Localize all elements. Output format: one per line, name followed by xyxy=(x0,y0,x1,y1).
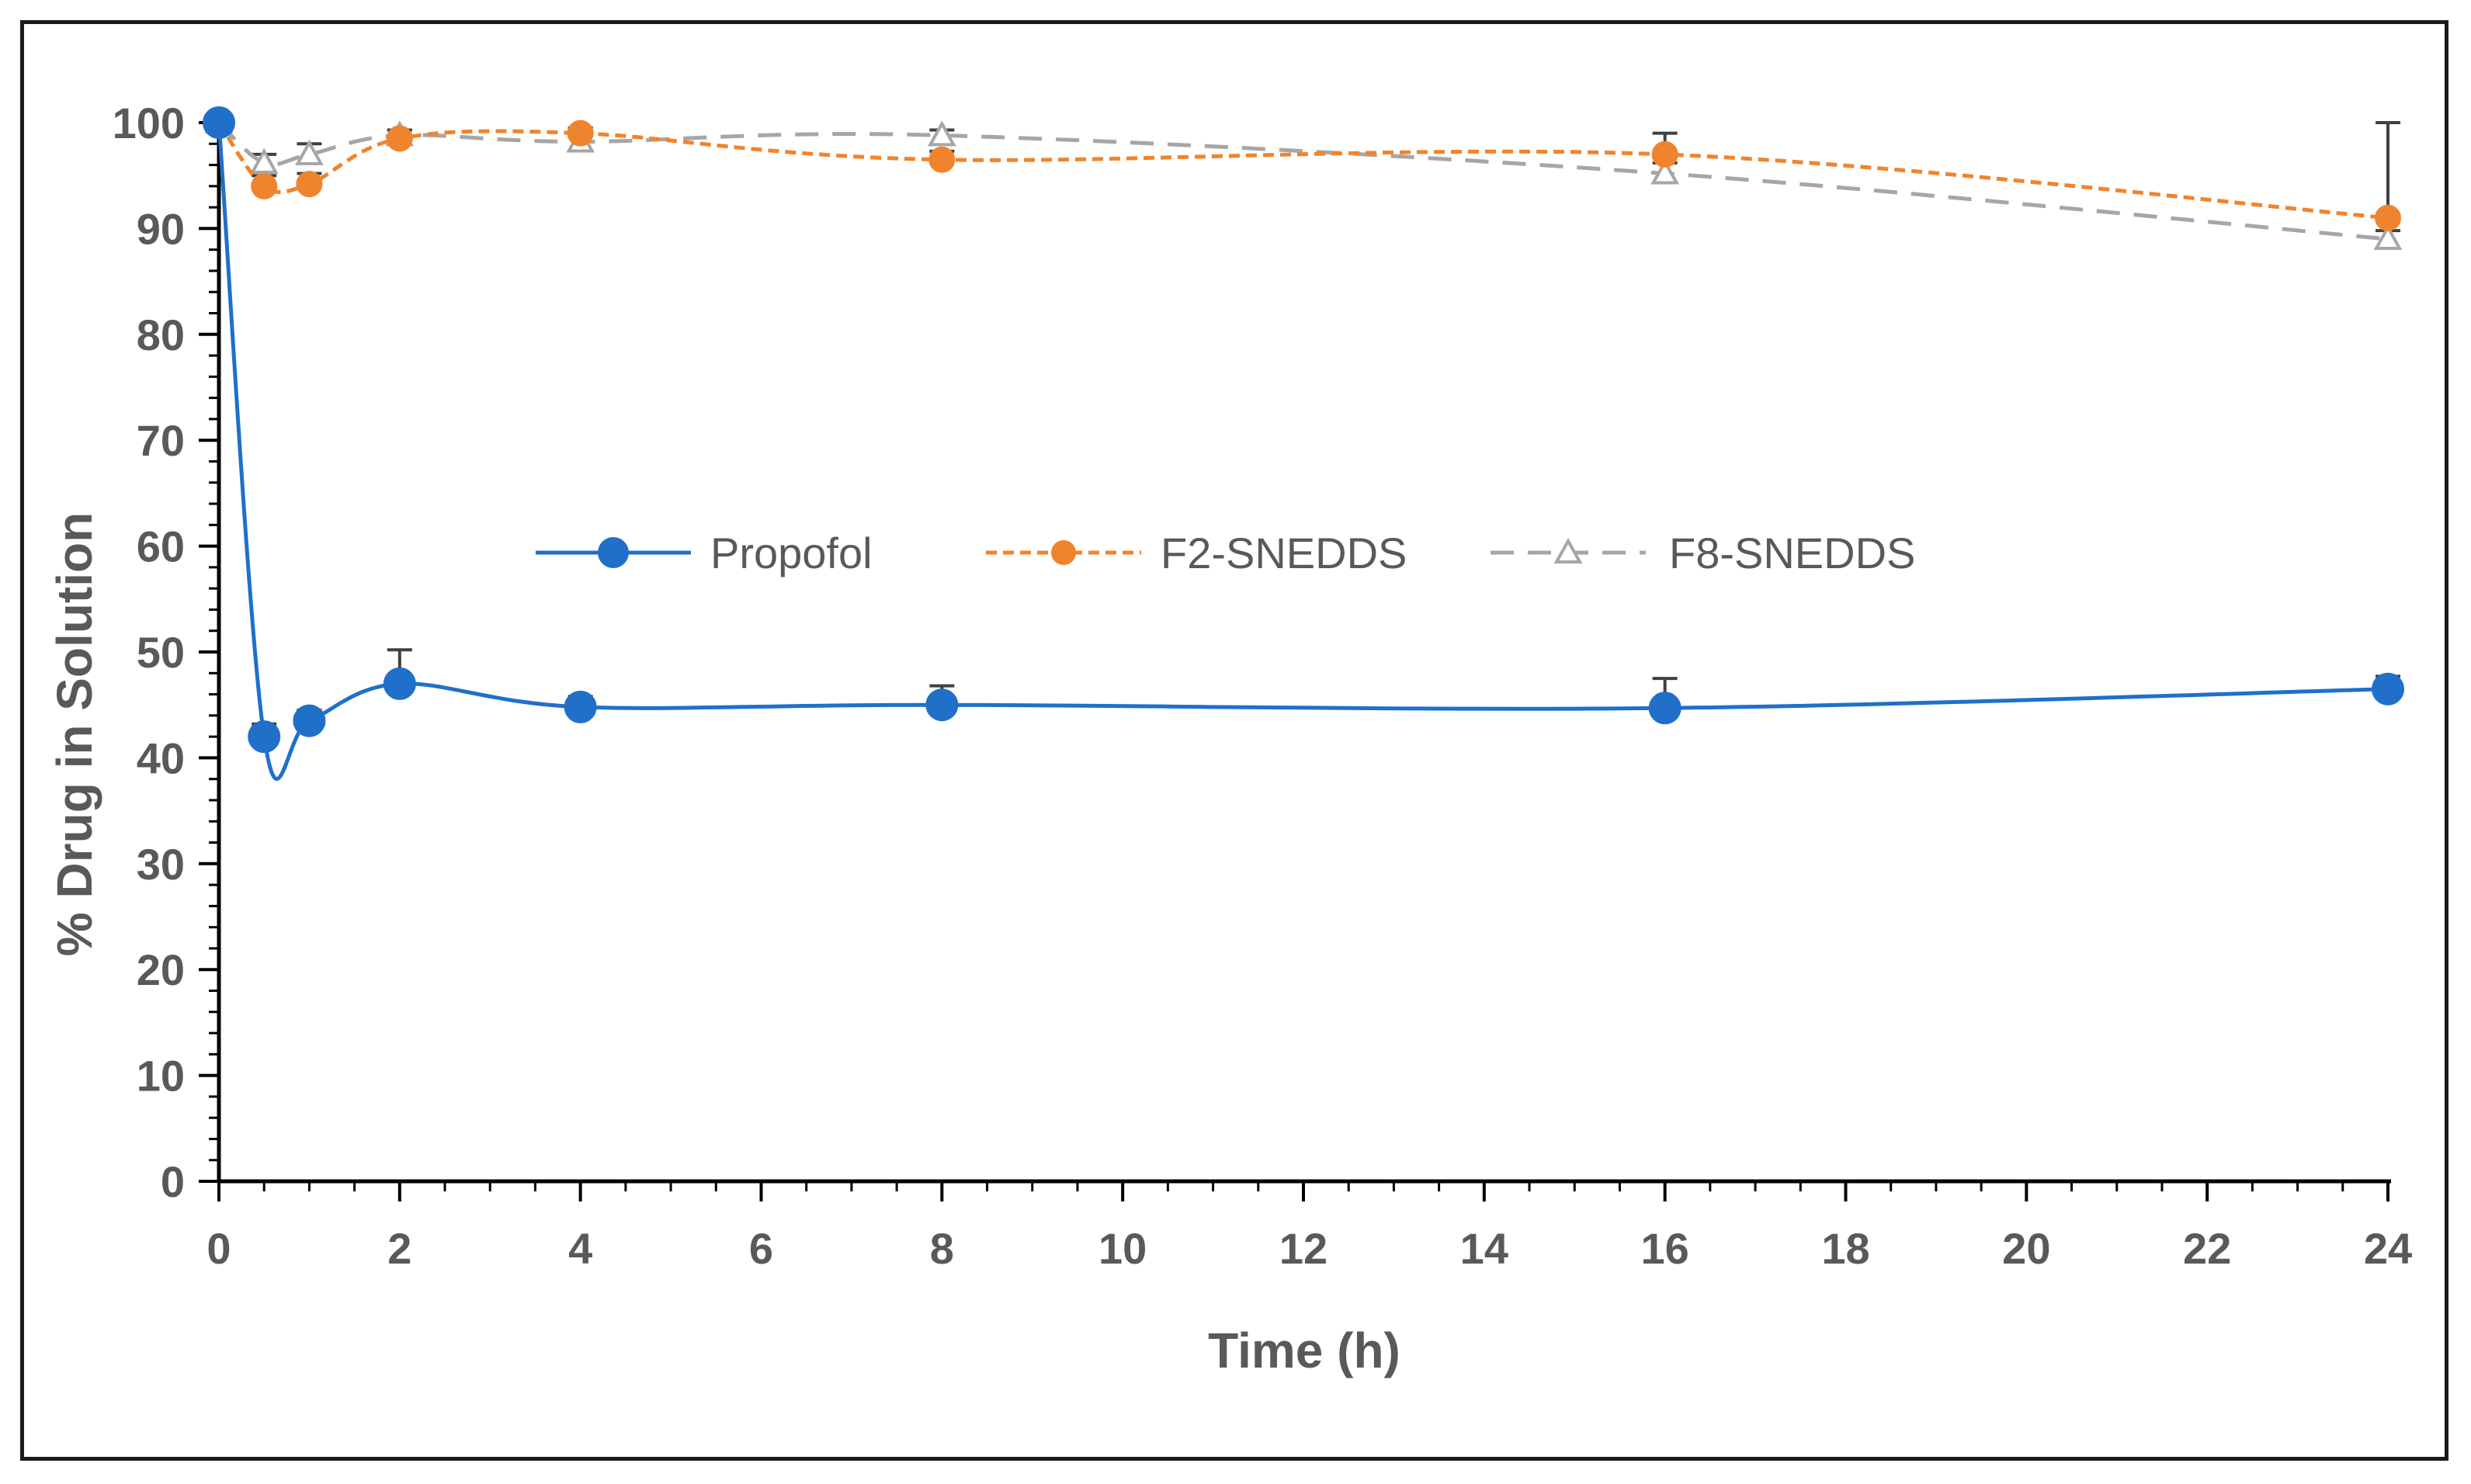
x-axis-title: Time (h) xyxy=(1208,1323,1400,1378)
y-tick-label: 30 xyxy=(137,840,185,889)
data-point xyxy=(1650,158,1680,185)
data-point xyxy=(1651,140,1678,168)
legend-label: F8-SNEDDS xyxy=(1669,529,1915,577)
data-point xyxy=(567,120,594,147)
legend-item-f2-snedds: F2-SNEDDS xyxy=(986,529,1407,577)
x-tick-label: 8 xyxy=(930,1224,954,1273)
y-tick-label: 10 xyxy=(137,1052,185,1101)
series-line xyxy=(217,121,2389,220)
y-axis-title: % Drug in Solution xyxy=(47,512,102,956)
data-point xyxy=(251,172,278,199)
data-point xyxy=(248,720,281,754)
chart-frame xyxy=(20,20,2448,1461)
y-tick-label: 90 xyxy=(137,204,185,253)
data-point xyxy=(383,667,416,700)
y-tick-label: 50 xyxy=(137,628,185,677)
y-tick-label: 20 xyxy=(137,945,185,994)
x-tick-label: 0 xyxy=(206,1224,231,1273)
x-tick-label: 14 xyxy=(1460,1224,1508,1273)
legend-marker xyxy=(598,537,629,568)
x-tick-label: 18 xyxy=(1821,1224,1869,1273)
data-point xyxy=(2375,204,2401,231)
legend-marker xyxy=(1051,540,1076,565)
x-tick-label: 4 xyxy=(568,1224,592,1273)
series-propofol xyxy=(203,106,2404,781)
x-tick-label: 10 xyxy=(1098,1224,1147,1273)
data-point xyxy=(296,171,323,198)
data-point xyxy=(293,704,326,737)
y-tick-label: 100 xyxy=(113,99,185,147)
data-point xyxy=(295,139,324,165)
legend-item-propofol: Propofol xyxy=(536,529,873,577)
data-point xyxy=(203,106,235,139)
data-point xyxy=(927,120,956,147)
x-tick-label: 2 xyxy=(387,1224,411,1273)
x-tick-label: 16 xyxy=(1641,1224,1689,1273)
data-point xyxy=(564,690,597,723)
x-tick-label: 12 xyxy=(1279,1224,1327,1273)
data-point xyxy=(2373,224,2403,251)
y-tick-label: 80 xyxy=(137,310,185,359)
data-point xyxy=(249,147,279,174)
y-tick-label: 40 xyxy=(137,733,185,782)
data-point xyxy=(928,146,956,173)
y-tick-label: 0 xyxy=(161,1157,185,1206)
data-point xyxy=(386,125,413,152)
data-point xyxy=(925,688,959,722)
x-tick-label: 20 xyxy=(2002,1224,2050,1273)
series-line xyxy=(217,121,2389,241)
legend-label: F2-SNEDDS xyxy=(1161,529,1407,577)
x-tick-label: 6 xyxy=(749,1224,773,1273)
data-point xyxy=(2372,672,2404,706)
series-line xyxy=(217,122,2389,781)
legend-item-f8-snedds: F8-SNEDDS xyxy=(1491,529,1915,577)
series-f2-snedds xyxy=(206,109,2401,231)
legend-label: Propofol xyxy=(710,529,873,577)
y-tick-label: 60 xyxy=(137,522,185,571)
x-tick-label: 22 xyxy=(2183,1224,2231,1273)
legend-marker xyxy=(1553,537,1583,563)
y-tick-label: 70 xyxy=(137,416,185,465)
data-point xyxy=(1648,692,1681,725)
x-tick-label: 24 xyxy=(2364,1224,2412,1273)
